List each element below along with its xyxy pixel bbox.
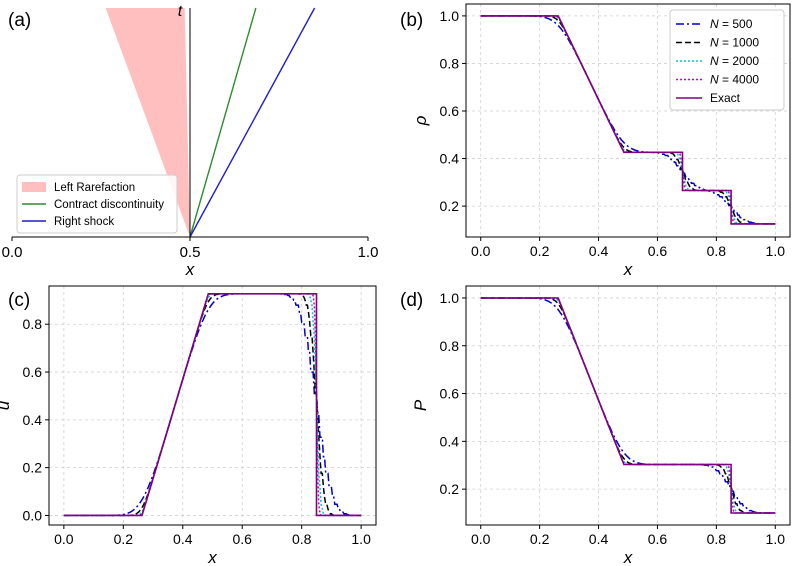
panel-c: 0.0 0.2 0.4 0.6 0.8 1.0 0.0 0.2 0.4 0.6 0.8 x u (c) (0, 285, 377, 566)
series-exact (63, 292, 362, 517)
legend-swatch (22, 182, 46, 192)
panel-a: 0.0 0.5 1.0 t x (a) Left Rarefaction Contract d… (2, 3, 379, 279)
legend: Left Rarefaction Contract discontinuity Ri… (16, 174, 178, 234)
x-tick-label: 0.8 (707, 243, 727, 259)
x-tick-label: 0.0 (471, 243, 491, 259)
x-tick-label: 0.2 (530, 531, 550, 547)
plot-frame (465, 3, 791, 238)
x-tick-label: 0.6 (648, 531, 668, 547)
y-tick-label: 0.4 (440, 433, 460, 449)
x-axis-label: x (207, 548, 217, 566)
x-tick-label: 0.6 (232, 531, 252, 547)
x-tick-label: 0.2 (114, 531, 134, 547)
x-tick-label: 0.4 (589, 531, 609, 547)
plot-frame (465, 285, 791, 526)
y-tick-label: 0.8 (440, 338, 460, 354)
x-tick-label: 0.8 (707, 531, 727, 547)
legend-label: Right shock (54, 216, 114, 228)
panel-label: (c) (8, 290, 30, 311)
x-tick-label: 1.0 (358, 244, 379, 261)
legend-label: Left Rarefaction (54, 182, 135, 194)
x-tick-label: 0.8 (292, 531, 312, 547)
y-axis-label: ρ (411, 115, 430, 126)
x-tick-label: 0.4 (589, 243, 609, 259)
legend-box (16, 174, 178, 234)
y-tick-label: 0.2 (440, 481, 460, 497)
y-tick-label: 1.0 (440, 8, 460, 24)
plot-frame (48, 285, 377, 526)
series-exact (480, 15, 776, 225)
y-tick-label: 0.0 (23, 507, 43, 523)
x-axis-label: x (185, 260, 195, 279)
x-tick-label: 0.6 (648, 243, 668, 259)
y-tick-label: 0.8 (440, 55, 460, 71)
panel-b: 0.0 0.2 0.4 0.6 0.8 1.0 0.2 0.4 0.6 0.8 1.0 x ρ (b) N … (400, 3, 791, 279)
legend-label: N = 4000 (710, 73, 759, 87)
legend-label: Exact (710, 91, 741, 105)
y-tick-label: 1.0 (440, 290, 460, 306)
y-tick-label: 0.4 (440, 151, 460, 167)
panel-label: (b) (400, 10, 423, 31)
y-axis-label: t (178, 3, 183, 20)
x-tick-label: 0.5 (180, 244, 201, 261)
panel-d: 0.0 0.2 0.4 0.6 0.8 1.0 0.2 0.4 0.6 0.8 1.0 x P (d) (400, 285, 791, 566)
legend-label: Contract discontinuity (54, 199, 164, 211)
x-axis-label: x (623, 548, 633, 566)
legend-label: N = 1000 (710, 36, 759, 50)
y-tick-label: 0.8 (23, 316, 43, 332)
x-tick-label: 0.0 (471, 531, 491, 547)
y-tick-label: 0.6 (23, 364, 43, 380)
panel-label: (a) (8, 10, 31, 31)
y-axis-label: u (0, 400, 13, 410)
x-tick-label: 1.0 (351, 531, 371, 547)
series-exact (480, 297, 776, 514)
x-tick-label: 0.0 (2, 244, 23, 261)
legend-label: N = 500 (710, 17, 753, 31)
legend-box (669, 9, 785, 111)
x-axis-label: x (623, 260, 633, 279)
y-tick-label: 0.6 (440, 103, 460, 119)
x-tick-label: 0.2 (530, 243, 550, 259)
y-axis-label: P (411, 399, 430, 411)
legend-label: N = 2000 (710, 54, 759, 68)
contact-discontinuity-line (189, 7, 257, 238)
y-tick-label: 0.2 (440, 198, 460, 214)
x-tick-label: 1.0 (766, 243, 786, 259)
panel-label: (d) (400, 290, 423, 311)
x-tick-label: 0.0 (54, 531, 74, 547)
y-tick-label: 0.2 (23, 460, 43, 476)
y-tick-label: 0.6 (440, 386, 460, 402)
x-tick-label: 0.4 (173, 531, 193, 547)
left-rarefaction-fan (105, 8, 190, 237)
legend: N = 500 N = 1000 N = 2000 N = 4000 Exact (669, 9, 785, 111)
right-shock-line (189, 7, 316, 238)
y-tick-label: 0.4 (23, 412, 43, 428)
x-tick-label: 1.0 (766, 531, 786, 547)
